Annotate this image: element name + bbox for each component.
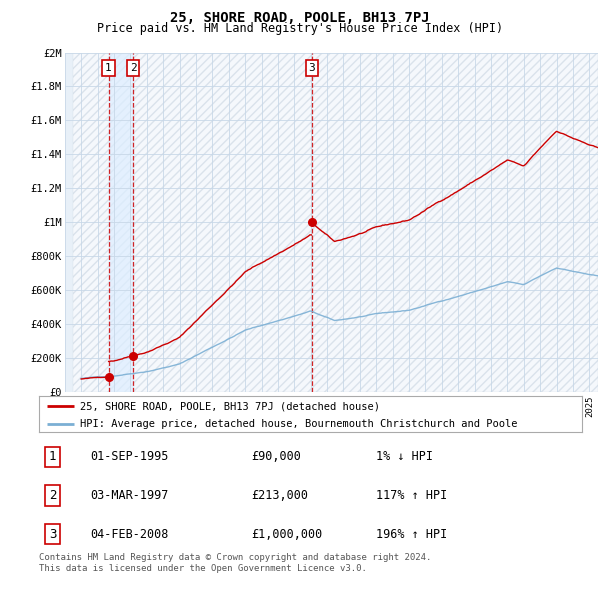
Text: £90,000: £90,000	[251, 451, 301, 464]
Text: 2: 2	[49, 489, 56, 502]
Text: 196% ↑ HPI: 196% ↑ HPI	[376, 527, 447, 540]
Text: Price paid vs. HM Land Registry's House Price Index (HPI): Price paid vs. HM Land Registry's House …	[97, 22, 503, 35]
Text: 01-SEP-1995: 01-SEP-1995	[91, 451, 169, 464]
Text: 25, SHORE ROAD, POOLE, BH13 7PJ: 25, SHORE ROAD, POOLE, BH13 7PJ	[170, 11, 430, 25]
Text: 1% ↓ HPI: 1% ↓ HPI	[376, 451, 433, 464]
Text: 117% ↑ HPI: 117% ↑ HPI	[376, 489, 447, 502]
Text: HPI: Average price, detached house, Bournemouth Christchurch and Poole: HPI: Average price, detached house, Bour…	[80, 419, 517, 429]
Bar	[109, 53, 133, 392]
Text: 25, SHORE ROAD, POOLE, BH13 7PJ (detached house): 25, SHORE ROAD, POOLE, BH13 7PJ (detache…	[80, 401, 380, 411]
Text: 03-MAR-1997: 03-MAR-1997	[91, 489, 169, 502]
Text: £213,000: £213,000	[251, 489, 308, 502]
Text: Contains HM Land Registry data © Crown copyright and database right 2024.
This d: Contains HM Land Registry data © Crown c…	[39, 553, 431, 573]
Text: 04-FEB-2008: 04-FEB-2008	[91, 527, 169, 540]
Text: 3: 3	[49, 527, 56, 540]
Text: 1: 1	[49, 451, 56, 464]
Text: £1,000,000: £1,000,000	[251, 527, 322, 540]
Text: 2: 2	[130, 63, 137, 73]
Text: 1: 1	[105, 63, 112, 73]
Text: 3: 3	[308, 63, 316, 73]
